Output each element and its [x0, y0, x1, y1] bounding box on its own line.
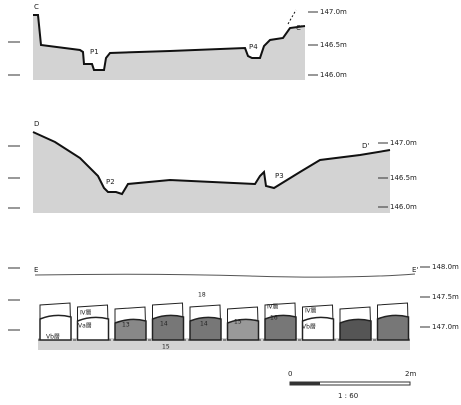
section-drawing: C C' 147.0m 146.5m 146.0m P1 P4 D D' 147… — [0, 0, 461, 405]
pit-label: P4 — [249, 43, 258, 51]
layer-label: Ⅴb層 — [302, 324, 316, 331]
section-start: D — [34, 120, 39, 128]
layer-label: 18 — [198, 292, 206, 299]
level-label: 146.0m — [390, 203, 417, 211]
scale-bar: 0 2m 1 : 60 — [288, 370, 416, 400]
pit-label: P2 — [106, 178, 115, 186]
layer-label: 14 — [200, 321, 208, 328]
section-c: C C' 147.0m 146.5m 146.0m P1 P4 — [8, 3, 347, 80]
layer-label: Ⅳ層 — [80, 310, 92, 317]
level-label: 147.5m — [432, 293, 459, 301]
section-e: E E' 148.0m 147.5m 147.0m — [8, 263, 459, 350]
section-d: D D' 147.0m 146.5m 146.0m P2 P3 — [8, 120, 417, 213]
level-label: 146.0m — [320, 71, 347, 79]
layer-fill — [378, 315, 409, 340]
ground-fill — [33, 132, 390, 213]
layer-label: Ⅳ層 — [267, 304, 279, 311]
surface-line — [35, 274, 415, 277]
scale-fill — [290, 382, 320, 385]
scale-end: 2m — [405, 370, 416, 378]
level-label: 148.0m — [432, 263, 459, 271]
layer-label: 16 — [270, 315, 278, 322]
level-label: 147.0m — [390, 139, 417, 147]
layer-label: Ⅴa層 — [78, 323, 92, 330]
layer-label: Ⅳ層 — [305, 308, 317, 315]
level-label: 147.0m — [320, 8, 347, 16]
section-end: D' — [362, 142, 369, 150]
section-end: C' — [296, 24, 303, 32]
layer-label: 14 — [160, 321, 168, 328]
level-label: 146.5m — [390, 174, 417, 182]
layer-label: 15 — [234, 319, 242, 326]
layer-fill — [340, 319, 371, 340]
scale-start: 0 — [288, 370, 292, 378]
layer-label: 13 — [122, 322, 130, 329]
dashed-line — [288, 10, 296, 24]
section-start: E — [34, 266, 38, 274]
pit-label: P3 — [275, 172, 284, 180]
layer-fill — [153, 315, 184, 340]
pit-label: P1 — [90, 48, 99, 56]
section-end: E' — [412, 266, 418, 274]
layer-label: Ⅴb層 — [46, 334, 60, 341]
layer-fill — [115, 319, 146, 340]
section-start: C — [34, 3, 39, 11]
level-label: 147.0m — [432, 323, 459, 331]
scale-ratio: 1 : 60 — [338, 392, 358, 400]
level-label: 146.5m — [320, 41, 347, 49]
layer-label: 15 — [162, 344, 170, 351]
layer-fill — [228, 319, 259, 340]
